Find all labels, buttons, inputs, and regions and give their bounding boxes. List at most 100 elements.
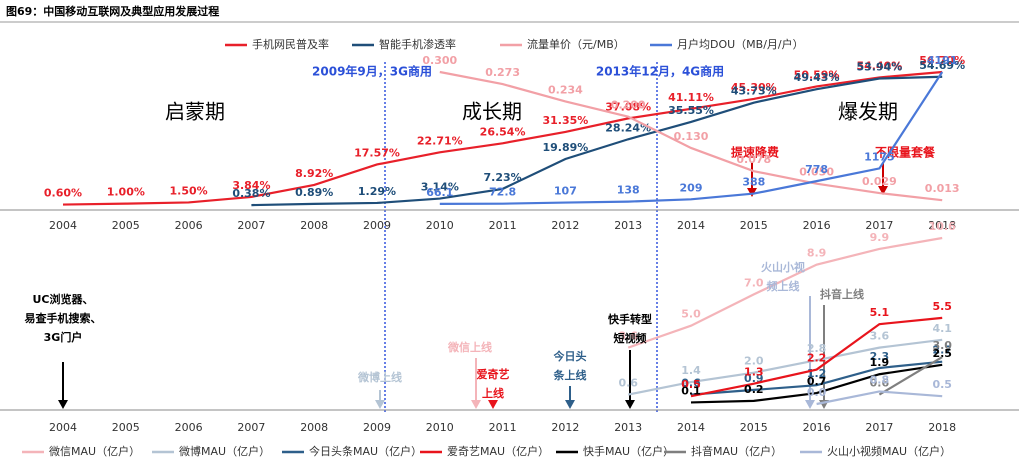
data-label: 0.38% [232, 187, 270, 200]
annotation: 不限量套餐 [875, 145, 936, 160]
x-tick-label: 2016 [803, 219, 831, 232]
x-tick-label: 2014 [677, 219, 705, 232]
data-label: 7.23% [484, 171, 522, 184]
series-line [816, 390, 943, 406]
annotation: 快手转型 [607, 312, 652, 326]
legend-label: 流量单价（元/MB） [527, 37, 625, 51]
x-tick-label: 2017 [865, 421, 893, 434]
data-label: 778 [805, 163, 828, 176]
data-label: 0.6 [618, 377, 638, 390]
data-label: 3.84% [232, 179, 270, 192]
data-label: 0.5 [932, 378, 952, 391]
arrow-head [58, 400, 68, 409]
x-tick-label: 2012 [551, 219, 579, 232]
x-tick-label: 2008 [300, 219, 328, 232]
data-label: 28.24% [605, 121, 651, 134]
x-tick-label: 2016 [803, 421, 831, 434]
x-tick-label: 2018 [928, 219, 956, 232]
legend-label: 爱奇艺MAU（亿户） [447, 444, 549, 458]
data-label: 54.69% [919, 59, 965, 72]
arrow-head [747, 188, 757, 197]
annotation: 微信上线 [447, 340, 492, 354]
series-line [62, 70, 943, 206]
data-label: 4191 [927, 54, 958, 67]
arrows [58, 163, 888, 409]
arrow-head [471, 400, 481, 409]
data-label: 19.89% [542, 141, 588, 154]
data-label: 43.73% [731, 85, 777, 98]
series-line [690, 363, 943, 404]
annotation: 2009年9月，3G商用 [312, 64, 432, 79]
data-label: 209 [680, 181, 703, 194]
x-tick-label: 2014 [677, 421, 705, 434]
x-tick-label: 2004 [49, 421, 77, 434]
data-label: 8.92% [295, 167, 333, 180]
data-label: 5.0 [681, 308, 701, 321]
page-title: 图69：中国移动互联网及典型应用发展过程 [6, 4, 219, 18]
legend-label: 抖音MAU（亿户） [691, 444, 782, 458]
data-label: 0.1 [681, 384, 701, 397]
data-label: 0.5 [681, 378, 701, 391]
data-label: 22.71% [417, 134, 463, 147]
data-label: 0.89% [295, 186, 333, 199]
legend-label: 快手MAU（亿户） [583, 444, 674, 458]
arrow-head [488, 400, 498, 409]
x-tick-label: 2007 [237, 219, 265, 232]
x-tick-label: 2009 [363, 219, 391, 232]
series-line [690, 316, 943, 398]
data-label: 107 [554, 185, 577, 198]
data-label: 0.234 [548, 83, 583, 96]
data-label: 56.70% [919, 54, 965, 67]
data-label: 10.6 [929, 220, 956, 233]
x-tick-label: 2013 [614, 421, 642, 434]
annotation: 短视频 [614, 331, 647, 345]
data-label: 7.0 [744, 276, 764, 289]
annotation: 2013年12月，4G商用 [596, 64, 724, 79]
data-label: 72.8 [489, 186, 516, 199]
data-label: 1.29% [358, 185, 396, 198]
arrow-head [625, 400, 635, 409]
x-tick-label: 2005 [112, 421, 140, 434]
x-tick-label: 2011 [489, 219, 517, 232]
data-label: 2.2 [807, 352, 827, 365]
annotation: 上线 [482, 386, 504, 400]
legend-label: 微博MAU（亿户） [179, 444, 270, 458]
data-label: 50.59% [794, 68, 840, 81]
data-label: 0.300 [422, 54, 457, 67]
data-label: 37.08% [605, 100, 651, 113]
legend-label: 火山小视频MAU（亿户） [827, 444, 951, 458]
arrow-head [375, 400, 385, 409]
data-label: 0.0 [807, 386, 827, 399]
annotation: 3G门户 [44, 330, 83, 344]
arrow-head [805, 400, 815, 409]
x-tick-label: 2010 [426, 421, 454, 434]
legend-label: 今日头条MAU（亿户） [309, 444, 422, 458]
data-label: 0.130 [674, 130, 709, 143]
data-label: 3.6 [618, 330, 638, 343]
era-label: 成长期 [462, 100, 522, 124]
x-tick-label: 2004 [49, 219, 77, 232]
annotation: 抖音上线 [820, 287, 864, 301]
data-label: 0.8 [870, 373, 890, 386]
annotation: 微博上线 [357, 370, 402, 384]
data-label: 3.6 [870, 330, 890, 343]
era-label: 爆发期 [838, 100, 898, 124]
data-label: 35.55% [668, 104, 714, 117]
data-label: 5.5 [932, 300, 952, 313]
data-label: 41.11% [668, 91, 714, 104]
annotation: 频上线 [767, 279, 800, 293]
data-label: 388 [742, 176, 765, 189]
data-label: 2.8 [807, 342, 827, 355]
x-tick-label: 2009 [363, 421, 391, 434]
data-label: 0.6 [870, 377, 890, 390]
data-label: 1.00% [107, 186, 145, 199]
x-tick-label: 2018 [928, 421, 956, 434]
data-label: 0.200 [611, 99, 646, 112]
x-tick-label: 2008 [300, 421, 328, 434]
annotation: 提速降费 [731, 145, 779, 160]
series-line [690, 360, 943, 396]
annotation: 易查手机搜索、 [25, 311, 102, 325]
x-tick-label: 2006 [175, 421, 203, 434]
series-line [878, 356, 943, 396]
